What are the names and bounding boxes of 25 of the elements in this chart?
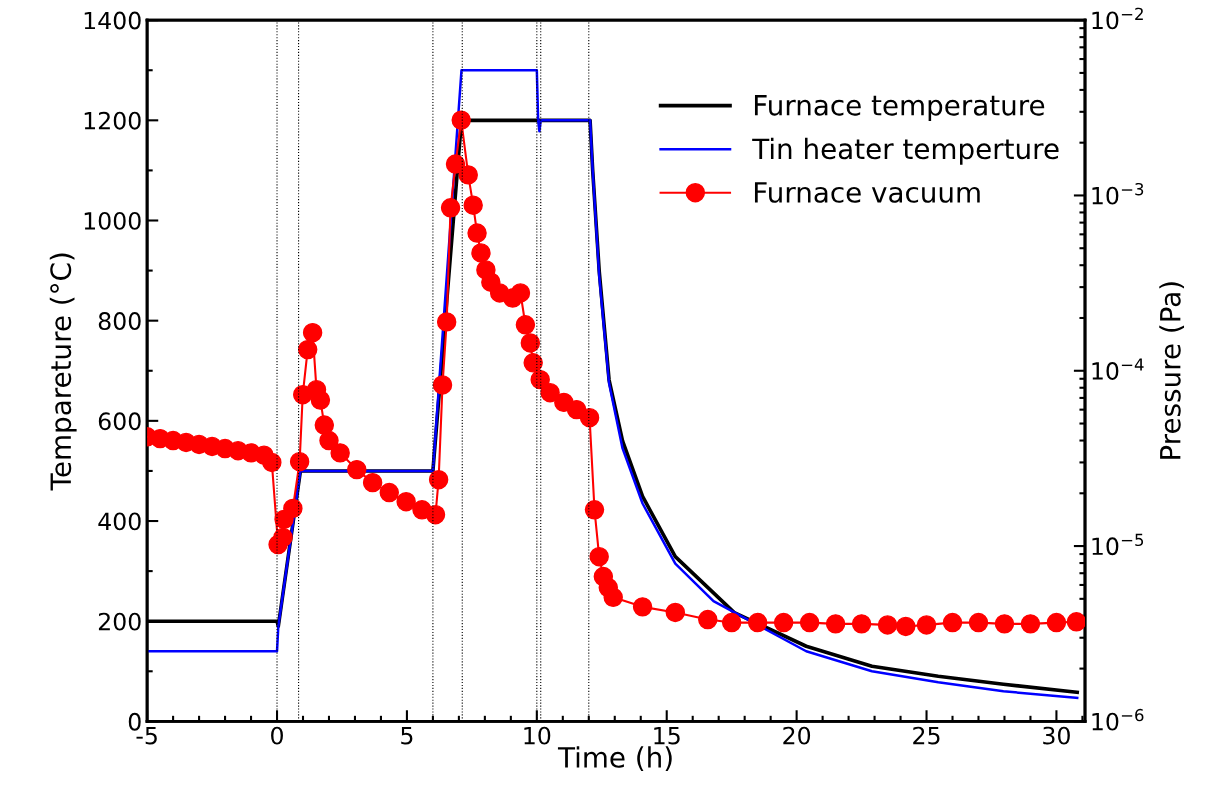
- y-tick-label: 1400: [84, 11, 141, 30]
- y-tick-label: 1000: [84, 211, 141, 230]
- y-axis-title: Tempareture (°C): [49, 253, 77, 491]
- x-tick-label: 10: [524, 726, 551, 745]
- legend-label: Tin heater temperture: [752, 137, 1059, 165]
- y2-tick-label: 10$^{−5}$: [1092, 533, 1144, 556]
- x-tick-label: 30: [1043, 726, 1070, 745]
- y2-tick-label: 10$^{−2}$: [1092, 7, 1143, 30]
- y-tick-label: 200: [98, 612, 141, 631]
- y2-axis-title: Pressure (Pa): [1159, 282, 1185, 459]
- x-tick-label: 0: [271, 726, 283, 745]
- x-axis-title: Time (h): [557, 746, 672, 772]
- x-tick-label: 15: [654, 726, 680, 745]
- y2-tick-label: 10$^{−6}$: [1092, 708, 1144, 731]
- legend-label: Furnace vacuum: [754, 182, 980, 203]
- x-tick-label: 20: [783, 726, 811, 745]
- y2-tick-label: 10$^{−3}$: [1092, 182, 1144, 205]
- legend-label: Furnace temperature: [754, 95, 1045, 122]
- y2-tick-label: 10$^{−4}$: [1092, 358, 1144, 380]
- y-tick-label: 400: [98, 512, 141, 531]
- x-tick-label: 25: [913, 726, 940, 745]
- y-tick-label: 1200: [84, 111, 141, 130]
- x-tick-label: 5: [401, 726, 413, 745]
- y-tick-label: 800: [98, 312, 141, 330]
- y-tick-label: 600: [98, 412, 141, 431]
